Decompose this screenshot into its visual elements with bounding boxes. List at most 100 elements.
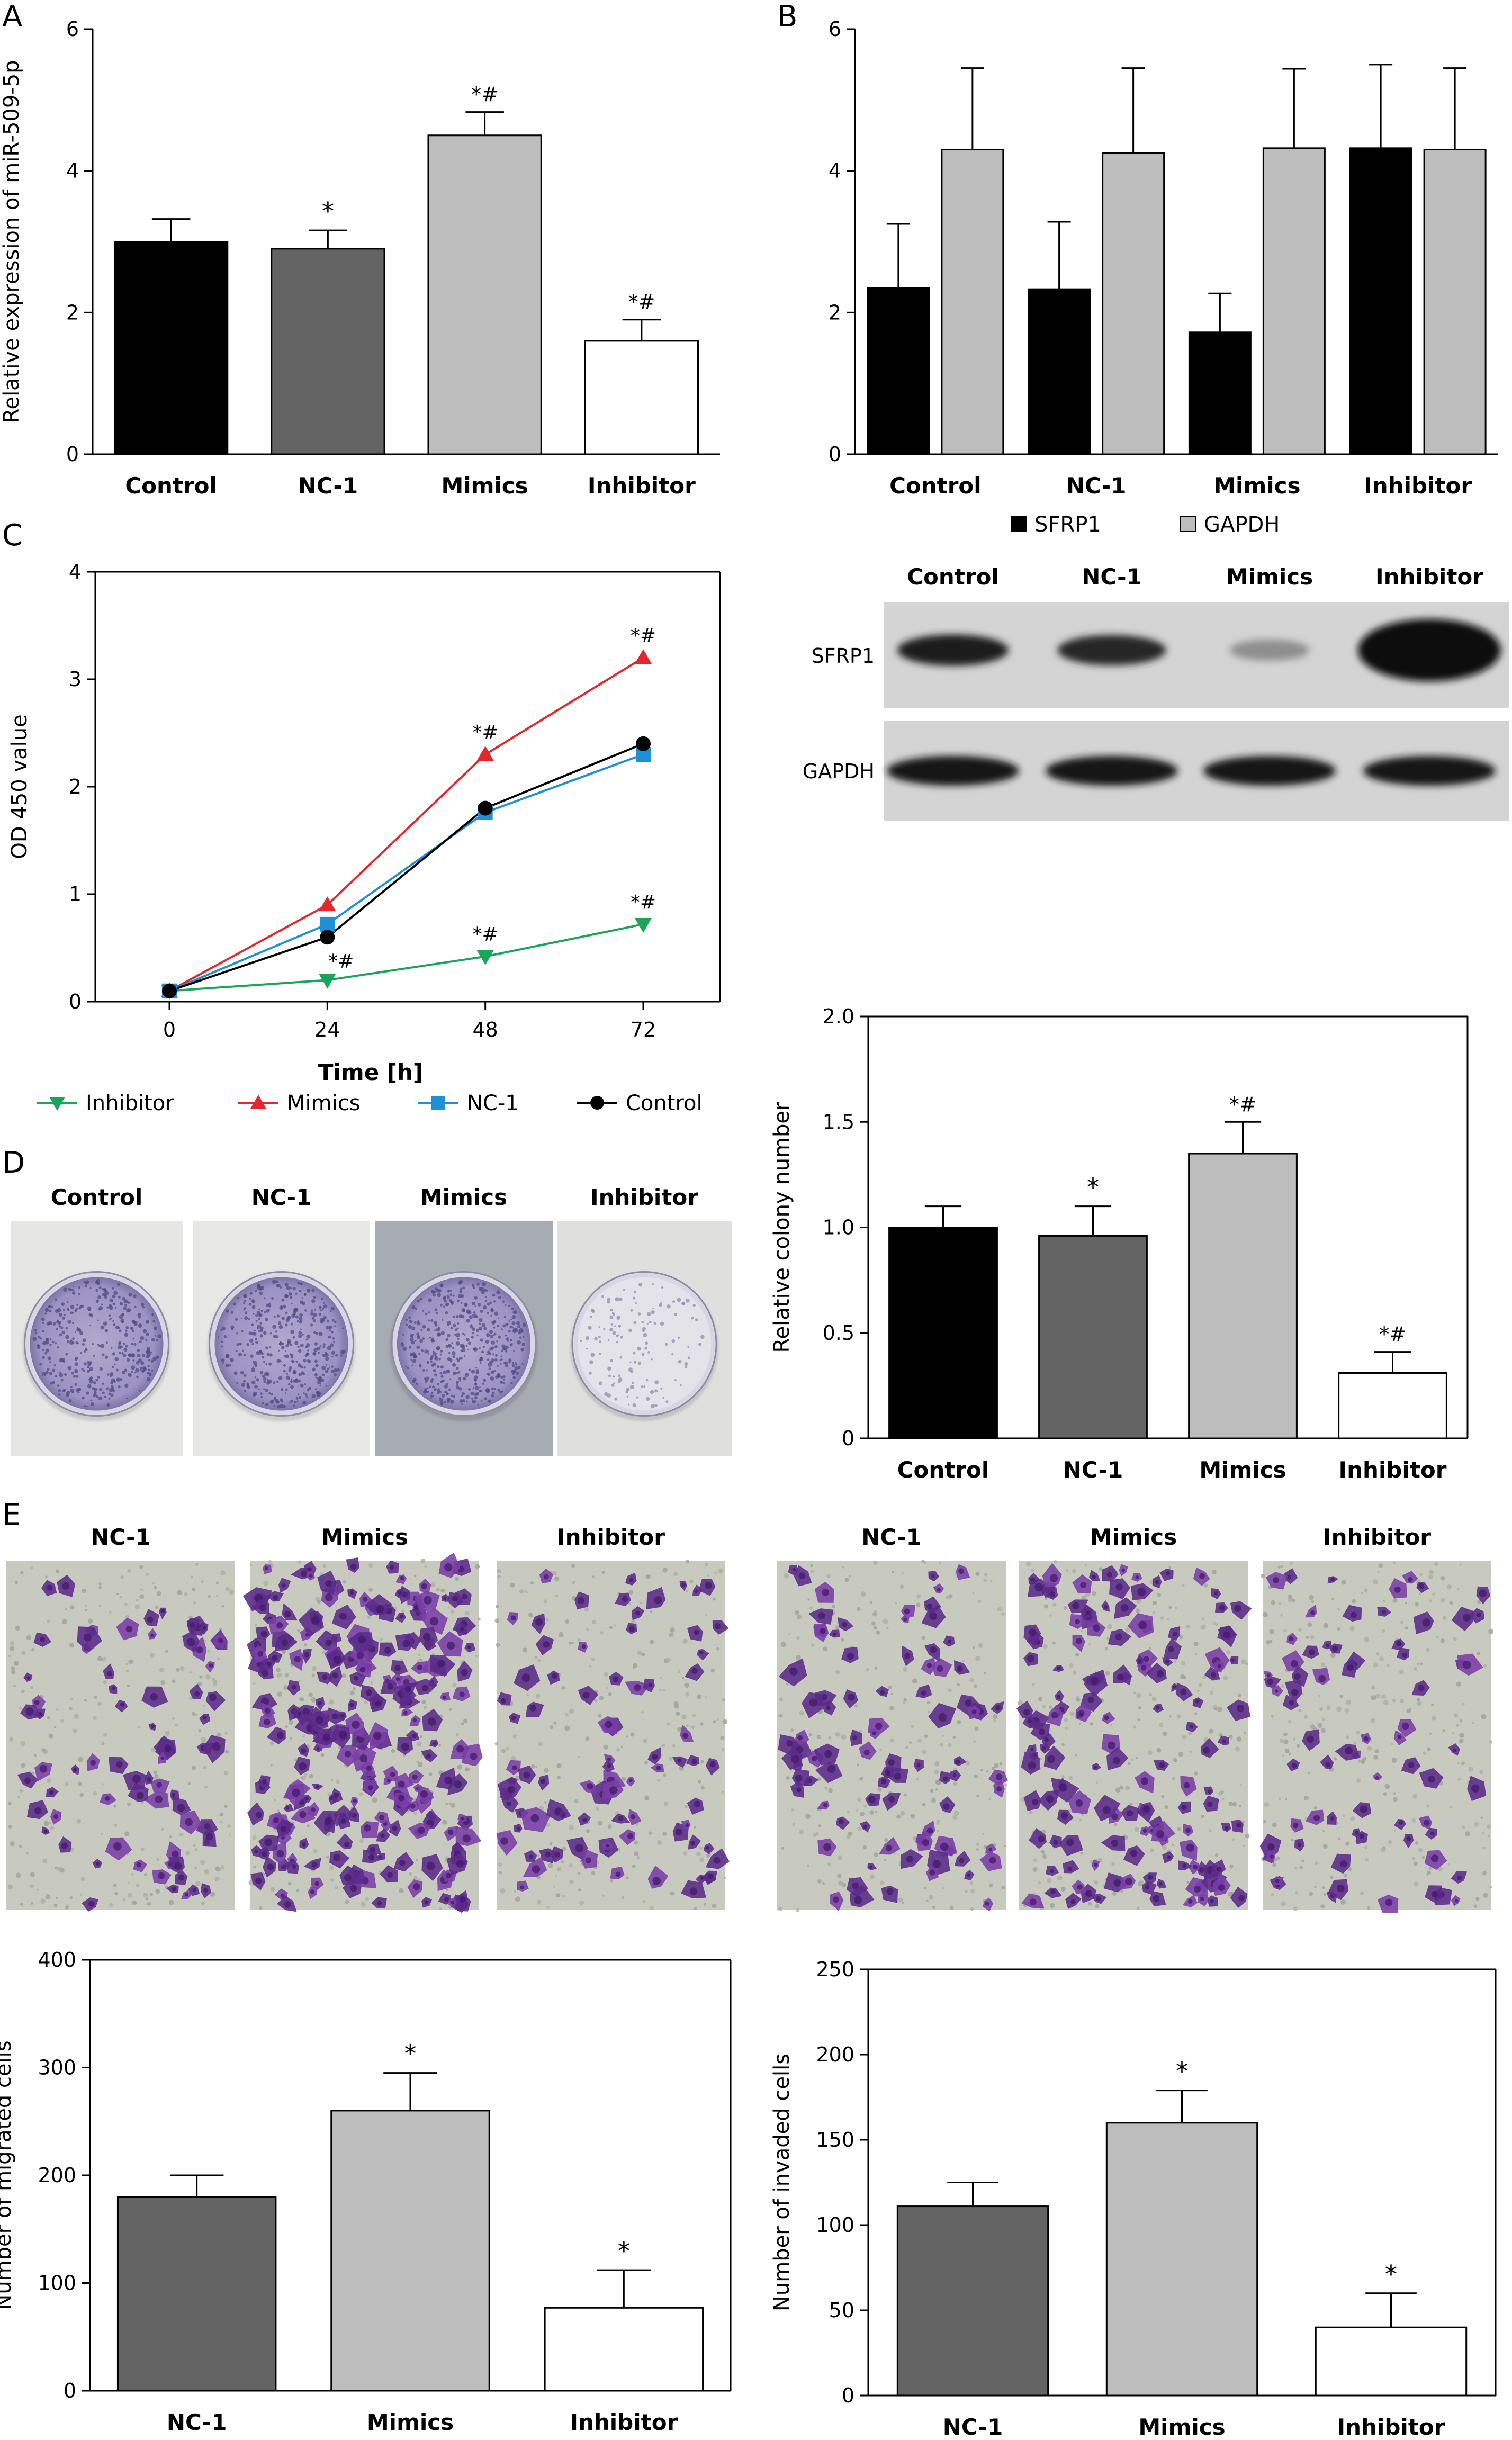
colony-dot [476,1283,480,1286]
colony-dot [505,1334,507,1337]
colony-dot [269,1353,273,1357]
membrane-pore [1453,1637,1457,1641]
colony-dot [230,1311,234,1314]
cell-nucleus [1200,1896,1204,1902]
membrane-pore [721,1790,724,1794]
legend-label: NC-1 [467,1091,519,1115]
colony-dot [629,1361,632,1363]
cell-nucleus [1047,1755,1055,1763]
membrane-pore [564,1725,570,1731]
colony-dot [289,1353,292,1356]
membrane-pore [509,1582,515,1588]
colony-dot [291,1359,294,1363]
bar [584,340,699,455]
cell-nucleus [682,1733,689,1739]
colony-dot [145,1320,150,1324]
membrane-pore [684,1682,689,1688]
colony-dot [437,1382,439,1385]
membrane-pore [916,1778,919,1781]
membrane-pore [877,1787,882,1792]
membrane-pore [874,1852,879,1857]
colony-dot [686,1298,690,1303]
membrane-pore [10,1641,14,1646]
colony-dot [626,1395,629,1398]
colony-dot [48,1305,51,1309]
colony-dot [114,1357,119,1362]
membrane-pore [1094,1880,1099,1885]
colony-dot [156,1339,158,1341]
membrane-pore [790,1728,794,1732]
membrane-pore [455,1733,459,1736]
membrane-pore [1330,1652,1336,1658]
membrane-pore [223,1770,229,1776]
colony-dot [447,1393,449,1395]
membrane-pore [155,1605,159,1609]
membrane-pore [1296,1744,1300,1748]
colony-dot [101,1382,104,1385]
cell-nucleus [627,1833,634,1840]
colony-dot [452,1372,456,1375]
membrane-pore [277,1673,282,1678]
colony-dot [619,1356,623,1359]
colony-dot [632,1382,634,1385]
membrane-pore [571,1563,575,1568]
colony-dot [462,1332,464,1335]
membrane-pore [984,1572,988,1577]
membrane-pore [1269,1629,1274,1634]
colony-dot [474,1375,478,1380]
cell-nucleus [1291,1689,1299,1696]
colony-dot [277,1321,282,1325]
membrane-pore [1213,1622,1217,1626]
colony-dot [422,1325,426,1329]
blot-band [1057,635,1166,665]
membrane-pore [1489,1885,1492,1889]
membrane-pore [705,1562,708,1566]
membrane-pore [1449,1806,1452,1809]
membrane-pore [916,1602,921,1607]
colony-dot [37,1345,41,1349]
colony-dot [618,1324,622,1328]
colony-dot [94,1388,98,1392]
colony-dot [430,1391,434,1394]
membrane-pore [1309,1892,1313,1896]
colony-dot [283,1364,286,1367]
membrane-pore [451,1610,454,1614]
colony-dot [253,1393,256,1397]
cell-nucleus [1223,1631,1230,1638]
colony-dot [512,1369,516,1372]
membrane-pore [1309,1595,1314,1600]
cell-nucleus [543,1641,550,1648]
colony-dot [585,1336,590,1340]
membrane-pore [253,1682,256,1685]
membrane-pore [1284,1629,1287,1632]
membrane-pore [322,1650,326,1655]
cell-nucleus [1237,1704,1245,1712]
membrane-pore [124,1831,130,1836]
cell-nucleus [1331,1645,1338,1652]
membrane-pore [20,1903,23,1906]
cell-nucleus [62,1582,70,1590]
membrane-pore [826,1574,831,1578]
membrane-pore [1429,1732,1432,1735]
x-tick-label: 72 [631,1018,656,1041]
membrane-pore [1169,1715,1172,1718]
cell-nucleus [694,1800,700,1807]
cell-nucleus [652,1753,658,1760]
colony-dot [314,1373,318,1377]
y-tick-label: 250 [816,1958,854,1981]
cell-nucleus [302,1708,310,1716]
colony-dot [509,1325,512,1329]
colony-dot [514,1362,517,1364]
membrane-pore [1477,1651,1481,1656]
cell-nucleus [511,1715,516,1721]
colony-dot [318,1312,321,1316]
cell-nucleus [344,1841,350,1848]
colony-dot [60,1379,64,1382]
membrane-pore [961,1660,965,1663]
colony-dot [461,1348,466,1353]
colony-dot [107,1373,110,1376]
membrane-pore [1457,1778,1461,1781]
membrane-pore [30,1686,33,1689]
membrane-pore [846,1834,851,1839]
